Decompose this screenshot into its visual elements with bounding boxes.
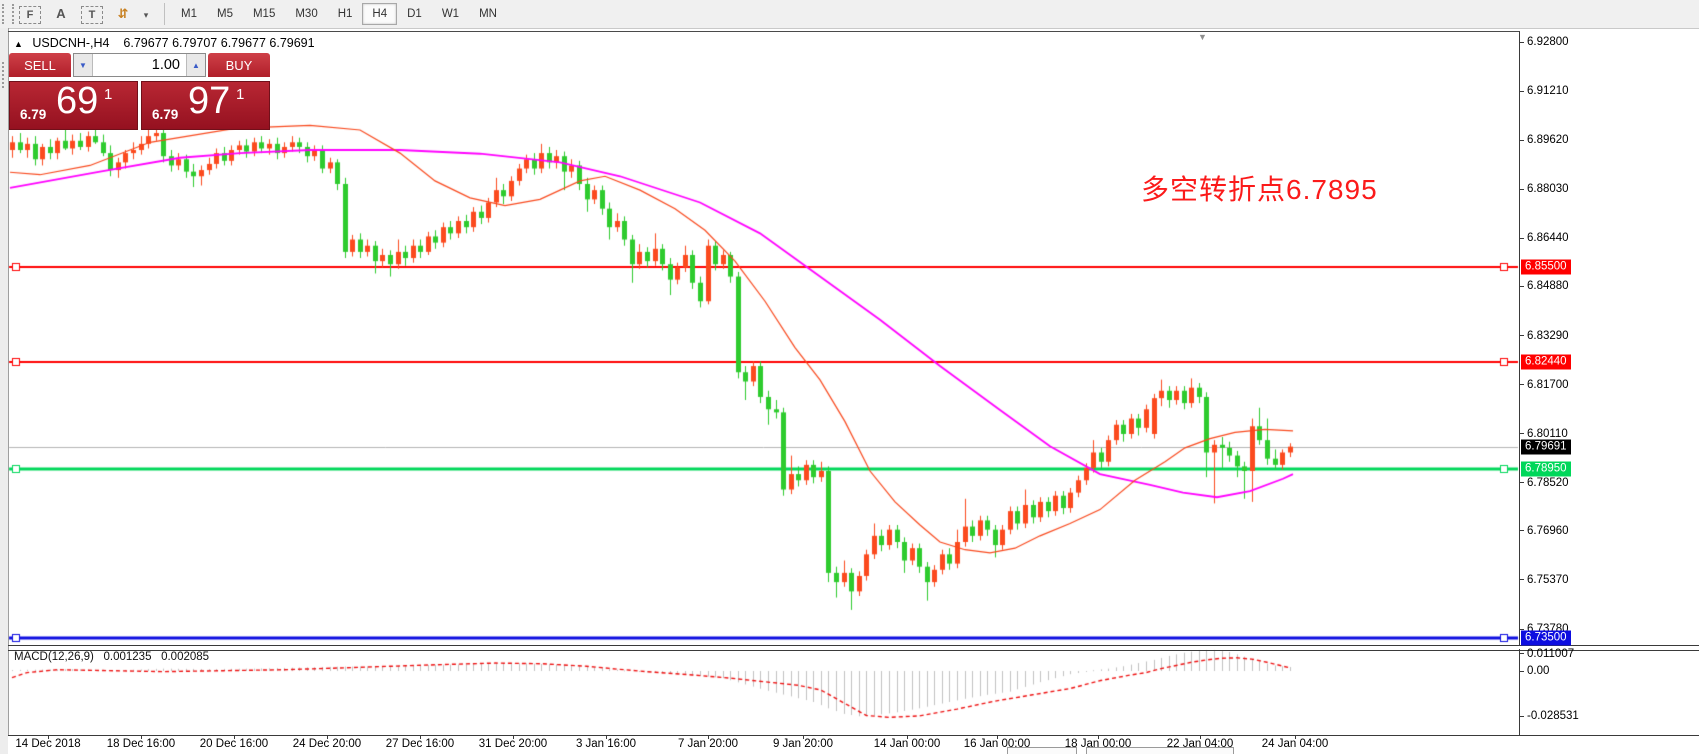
price-tick-label: 6.86440	[1527, 232, 1569, 245]
price-tick-label: 6.88030	[1527, 183, 1569, 196]
volume-decrease-icon[interactable]: ▼	[74, 54, 93, 76]
buy-price-prefix: 6.79	[152, 107, 179, 122]
price-tick-mark	[1519, 433, 1524, 435]
symbol-period-label: USDCNH-,H4	[32, 36, 110, 50]
chart-shift-marker-icon[interactable]: ▼	[1198, 32, 1207, 42]
bottom-window-fragment	[1007, 747, 1077, 754]
price-tick-mark	[1519, 139, 1524, 141]
price-tick-label: 6.76960	[1527, 524, 1569, 537]
price-tick-label: 6.78520	[1527, 476, 1569, 489]
time-tick-mark	[234, 735, 235, 739]
price-tick-label: 6.80110	[1527, 427, 1568, 440]
price-tick-mark	[1519, 530, 1524, 532]
price-tick-mark	[1519, 285, 1524, 287]
price-badge: 6.82440	[1521, 354, 1571, 370]
price-badge: 6.85500	[1521, 259, 1571, 275]
time-tick-mark	[513, 735, 514, 739]
price-tick-mark	[1519, 335, 1524, 337]
price-tick-mark	[1519, 384, 1524, 386]
time-tick-mark	[1098, 735, 1099, 739]
time-tick-label: 24 Dec 20:00	[292, 738, 362, 750]
price-tick-mark	[1519, 482, 1524, 484]
time-tick-label: 14 Jan 00:00	[873, 738, 941, 750]
time-tick-mark	[327, 735, 328, 739]
volume-stepper: ▼ 1.00 ▲	[73, 53, 206, 77]
sell-price-sup: 1	[104, 86, 113, 103]
buy-price-sup: 1	[236, 86, 245, 103]
time-tick-label: 18 Jan 00:00	[1064, 738, 1132, 750]
time-tick-mark	[708, 735, 709, 739]
time-tick-label: 22 Jan 04:00	[1166, 738, 1234, 750]
time-tick-mark	[606, 735, 607, 739]
volume-increase-icon[interactable]: ▲	[186, 54, 205, 76]
macd-tick-label: 0.011007	[1527, 647, 1575, 660]
price-tick-label: 6.84880	[1527, 280, 1569, 293]
macd-signal-value: 0.002085	[161, 651, 210, 663]
time-tick-mark	[141, 735, 142, 739]
price-tick-label: 6.92800	[1527, 36, 1569, 48]
time-tick-label: 24 Jan 04:00	[1261, 738, 1329, 750]
price-tick-mark	[1519, 41, 1524, 43]
macd-tick-label: -0.028531	[1527, 710, 1579, 723]
buy-button[interactable]: BUY	[208, 53, 270, 77]
macd-tick-mark	[1519, 715, 1524, 717]
price-tick-mark	[1519, 90, 1524, 92]
sell-price-display[interactable]: 6.79 69 1	[9, 80, 138, 130]
macd-tick-mark	[1519, 653, 1524, 655]
price-badge: 6.73500	[1521, 630, 1571, 646]
time-tick-mark	[803, 735, 804, 739]
time-tick-mark	[1295, 735, 1296, 739]
price-tick-label: 6.75370	[1527, 573, 1569, 586]
time-tick-label: 7 Jan 20:00	[677, 738, 739, 750]
price-tick-label: 6.89620	[1527, 134, 1569, 147]
price-tick-label: 6.81700	[1527, 378, 1569, 391]
sell-button[interactable]: SELL	[9, 53, 71, 77]
time-tick-label: 14 Dec 2018	[15, 738, 81, 750]
sell-price-big: 69	[56, 80, 99, 122]
time-tick-label: 3 Jan 16:00	[575, 738, 637, 750]
macd-tick-mark	[1519, 670, 1524, 672]
chart-text-annotation: 多空转折点6.7895	[1141, 174, 1378, 205]
price-tick-mark	[1519, 579, 1524, 581]
time-tick-mark	[997, 735, 998, 739]
price-badge: 6.78950	[1521, 461, 1571, 477]
buy-price-display[interactable]: 6.79 97 1	[141, 80, 270, 130]
collapse-panel-icon[interactable]: ▲	[14, 39, 23, 49]
price-tick-mark	[1519, 188, 1524, 190]
macd-indicator-label: MACD(12,26,9) 0.001235 0.002085	[14, 651, 209, 663]
one-click-trade-panel: SELL ▼ 1.00 ▲ BUY 6.79 69 1 6.79 97 1	[9, 53, 270, 130]
time-tick-label: 16 Jan 00:00	[963, 738, 1031, 750]
macd-tick-label: 0.00	[1527, 665, 1550, 677]
time-tick-label: 27 Dec 16:00	[385, 738, 455, 750]
macd-main-value: 0.001235	[103, 651, 152, 663]
time-tick-label: 9 Jan 20:00	[772, 738, 834, 750]
price-badge: 6.79691	[1521, 439, 1571, 455]
time-axis	[8, 735, 1699, 754]
time-tick-label: 31 Dec 20:00	[478, 738, 548, 750]
ohlc-values: 6.79677 6.79707 6.79677 6.79691	[123, 36, 315, 50]
time-tick-label: 18 Dec 16:00	[106, 738, 176, 750]
chart-header: ▲ USDCNH-,H4 6.79677 6.79707 6.79677 6.7…	[14, 36, 315, 50]
price-tick-mark	[1519, 237, 1524, 239]
bottom-window-fragment	[1086, 747, 1234, 754]
price-tick-label: 6.83290	[1527, 329, 1569, 342]
time-tick-mark	[48, 735, 49, 739]
time-tick-mark	[1200, 735, 1201, 739]
macd-title: MACD(12,26,9)	[14, 651, 94, 663]
sell-price-prefix: 6.79	[20, 107, 47, 122]
price-tick-label: 6.91210	[1527, 85, 1569, 98]
volume-input[interactable]: 1.00	[151, 57, 180, 73]
time-tick-mark	[420, 735, 421, 739]
price-tick-mark	[1519, 628, 1524, 630]
buy-price-big: 97	[188, 80, 231, 122]
time-tick-label: 20 Dec 16:00	[199, 738, 269, 750]
time-tick-mark	[907, 735, 908, 739]
